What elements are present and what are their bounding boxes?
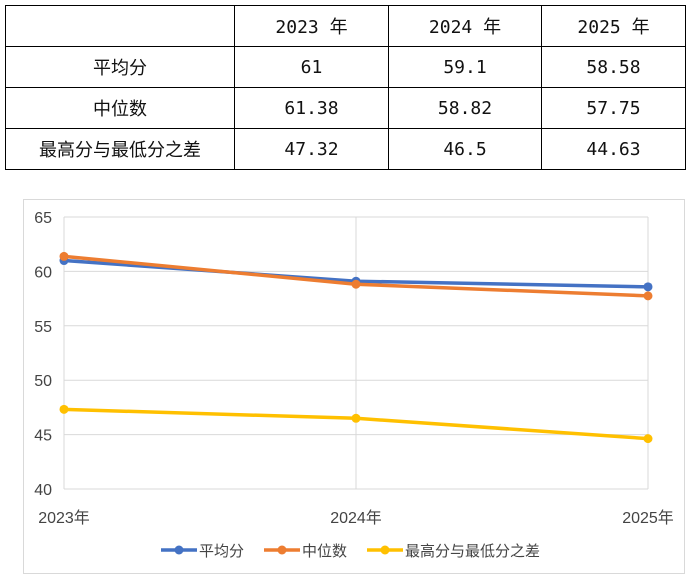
- cell: 47.32: [234, 128, 389, 170]
- y-tick-label: 50: [34, 373, 52, 390]
- legend-marker: [380, 545, 390, 555]
- x-tick-label: 2025年: [622, 509, 674, 527]
- y-tick-label: 45: [34, 428, 52, 445]
- cell: 57.75: [541, 87, 686, 129]
- line-chart: 40 45 50 55 60 65 2023年 2024年 2025年平均分 中位数 最高分与最低分…: [23, 199, 685, 574]
- legend-marker: [174, 545, 184, 555]
- row-label: 最高分与最低分之差: [5, 128, 235, 170]
- data-point: [59, 251, 69, 261]
- row-label: 中位数: [5, 87, 235, 129]
- cell: 46.5: [388, 128, 542, 170]
- header-cell: 2024 年: [388, 5, 542, 47]
- data-point: [643, 434, 653, 444]
- legend-label: 最高分与最低分之差: [405, 543, 540, 560]
- legend-marker: [277, 545, 287, 555]
- data-table: 2023 年 2024 年 2025 年 平均分 61 59.1 58.58 中…: [5, 5, 686, 170]
- header-cell: [5, 5, 235, 47]
- table-row: 平均分 61 59.1 58.58: [5, 46, 686, 88]
- data-point: [643, 282, 653, 292]
- table-row: 最高分与最低分之差 47.32 46.5 44.63: [5, 128, 686, 170]
- x-tick-label: 2024年: [330, 509, 382, 527]
- row-label: 平均分: [5, 46, 235, 88]
- header-cell: 2023 年: [234, 5, 389, 47]
- cell: 44.63: [541, 128, 686, 170]
- cell: 61.38: [234, 87, 389, 129]
- x-tick-label: 2023年: [38, 509, 90, 527]
- cell: 58.82: [388, 87, 542, 129]
- cell: 59.1: [388, 46, 542, 88]
- cell: 58.58: [541, 46, 686, 88]
- table-header-row: 2023 年 2024 年 2025 年: [5, 5, 686, 47]
- cell: 61: [234, 46, 389, 88]
- data-point: [59, 404, 69, 414]
- y-tick-label: 55: [34, 319, 52, 336]
- y-tick-label: 60: [34, 264, 52, 281]
- data-point: [643, 291, 653, 301]
- legend-label: 中位数: [302, 543, 347, 560]
- y-tick-label: 40: [34, 482, 52, 499]
- legend-label: 平均分: [199, 543, 244, 560]
- table-row: 中位数 61.38 58.82 57.75: [5, 87, 686, 129]
- data-point: [351, 279, 361, 289]
- data-point: [351, 413, 361, 423]
- header-cell: 2025 年: [541, 5, 686, 47]
- y-tick-label: 65: [34, 210, 52, 227]
